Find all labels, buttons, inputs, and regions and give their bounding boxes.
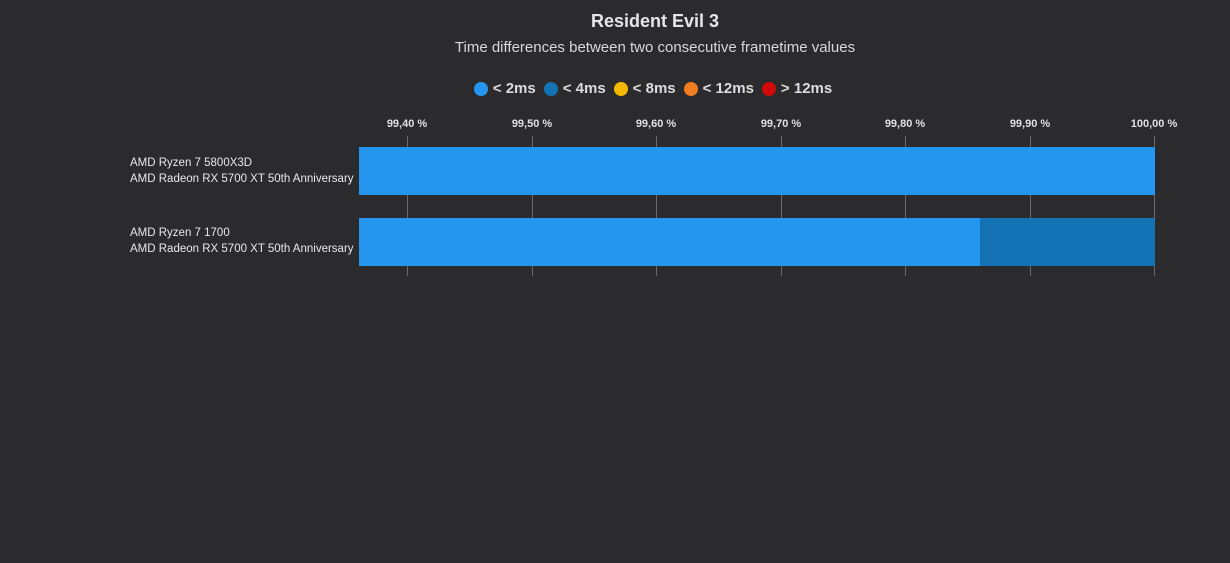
x-tick-label: 100,00 % [1130, 118, 1178, 130]
legend-item-lt4ms[interactable]: < 4ms [543, 80, 606, 97]
legend-dot-icon [543, 81, 558, 96]
bar-5800x3d-lt2ms[interactable] [359, 147, 1155, 195]
gridline [905, 136, 906, 276]
legend-item-lt2ms[interactable]: < 2ms [473, 80, 536, 97]
x-tick-label: 99,80 % [884, 118, 926, 130]
x-tick-label: 99,40 % [386, 118, 428, 130]
bar-1700-lt2ms[interactable] [359, 218, 980, 266]
legend-label: < 8ms [632, 80, 676, 97]
legend: < 2ms < 4ms < 8ms < 12ms > 12ms [0, 80, 1230, 97]
x-tick-label: 99,90 % [1009, 118, 1051, 130]
row-label-5800x3d: AMD Ryzen 7 5800X3D AMD Radeon RX 5700 X… [130, 156, 354, 187]
gridline [532, 136, 533, 276]
legend-dot-icon [473, 81, 488, 96]
cpu-label: AMD Ryzen 7 5800X3D [130, 157, 253, 169]
gpu-label: AMD Radeon RX 5700 XT 50th Anniversary [130, 242, 354, 255]
x-tick-label: 99,60 % [635, 118, 677, 130]
legend-label: < 4ms [562, 80, 606, 97]
gridline [407, 136, 408, 276]
legend-label: < 12ms [702, 80, 754, 97]
gridline [656, 136, 657, 276]
x-tick-label: 99,70 % [760, 118, 802, 130]
row-label-1700: AMD Ryzen 7 1700 AMD Radeon RX 5700 XT 5… [130, 226, 354, 257]
legend-label: < 2ms [492, 80, 536, 97]
gpu-label: AMD Radeon RX 5700 XT 50th Anniversary [130, 172, 354, 185]
bar-1700-lt4ms[interactable] [980, 218, 1155, 266]
legend-item-gt12ms[interactable]: > 12ms [761, 80, 833, 97]
cpu-label: AMD Ryzen 7 1700 [130, 227, 230, 239]
chart-title: Resident Evil 3 [590, 11, 720, 31]
gridline [1030, 136, 1031, 276]
chart-subtitle: Time differences between two consecutive… [454, 39, 856, 56]
legend-label: > 12ms [780, 80, 833, 97]
legend-item-lt8ms[interactable]: < 8ms [613, 80, 676, 97]
gridline [1154, 136, 1155, 276]
x-tick-label: 99,50 % [511, 118, 553, 130]
gridline [781, 136, 782, 276]
legend-dot-icon [683, 81, 698, 96]
legend-dot-icon [613, 81, 628, 96]
legend-dot-icon [761, 81, 776, 96]
legend-item-lt12ms[interactable]: < 12ms [683, 80, 754, 97]
